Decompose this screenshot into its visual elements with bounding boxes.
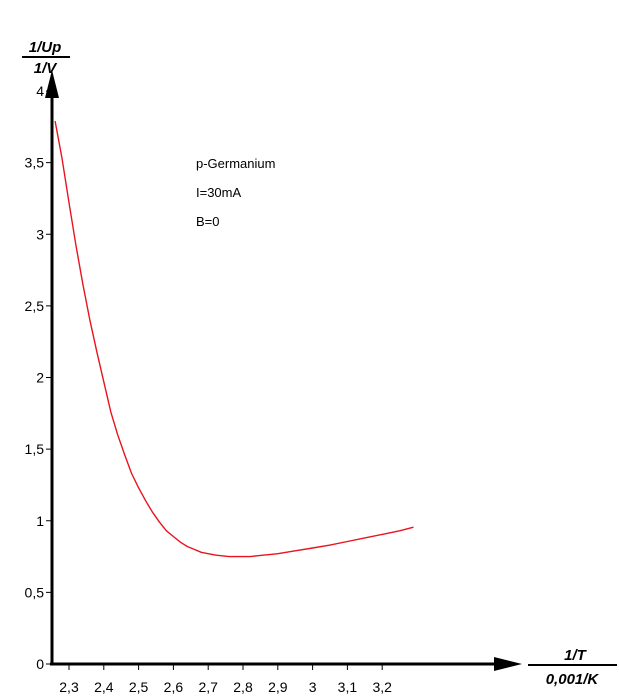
- y-tick-label: 3: [36, 226, 44, 242]
- y-tick-label: 1: [36, 513, 44, 529]
- x-tick-label: 2,7: [198, 679, 218, 695]
- y-tick-label: 2,5: [25, 298, 45, 314]
- x-tick-label: 3: [309, 679, 317, 695]
- x-tick-label: 2,4: [94, 679, 114, 695]
- annotation-material: p-Germanium: [196, 156, 275, 171]
- x-tick-label: 3,2: [372, 679, 392, 695]
- y-axis-label-numerator: 1/Up: [29, 39, 62, 56]
- tick-group: 2,3 2,4 2,5 2,6 2,7 2,8 2,9 3 3,1 3,2 0 0,5 1 1,5 2 2,5…: [25, 83, 393, 695]
- x-tick-label: 3,1: [338, 679, 358, 695]
- y-tick-label: 0: [36, 656, 44, 672]
- x-tick-label: 2,3: [59, 679, 79, 695]
- x-axis-arrow: [494, 657, 522, 671]
- y-tick-label: 3,5: [25, 155, 45, 171]
- x-tick-label: 2,8: [233, 679, 253, 695]
- annotation-current: I=30mA: [196, 185, 241, 200]
- y-tick-label: 4: [36, 83, 44, 99]
- x-axis-label-numerator: 1/T: [564, 647, 588, 664]
- x-tick-label: 2,5: [129, 679, 149, 695]
- y-axis-label-denominator: 1/V: [34, 60, 59, 77]
- y-tick-label: 1,5: [25, 441, 45, 457]
- y-tick-label: 2: [36, 370, 44, 386]
- x-tick-label: 2,9: [268, 679, 288, 695]
- series-line-0: [54, 120, 414, 558]
- y-tick-label: 0,5: [25, 584, 45, 600]
- x-axis-label-denominator: 0,001/K: [546, 671, 600, 688]
- series-group: [54, 120, 414, 558]
- x-tick-label: 2,6: [164, 679, 184, 695]
- y-axis-arrow: [45, 70, 59, 98]
- annotation-field: B=0: [196, 214, 220, 229]
